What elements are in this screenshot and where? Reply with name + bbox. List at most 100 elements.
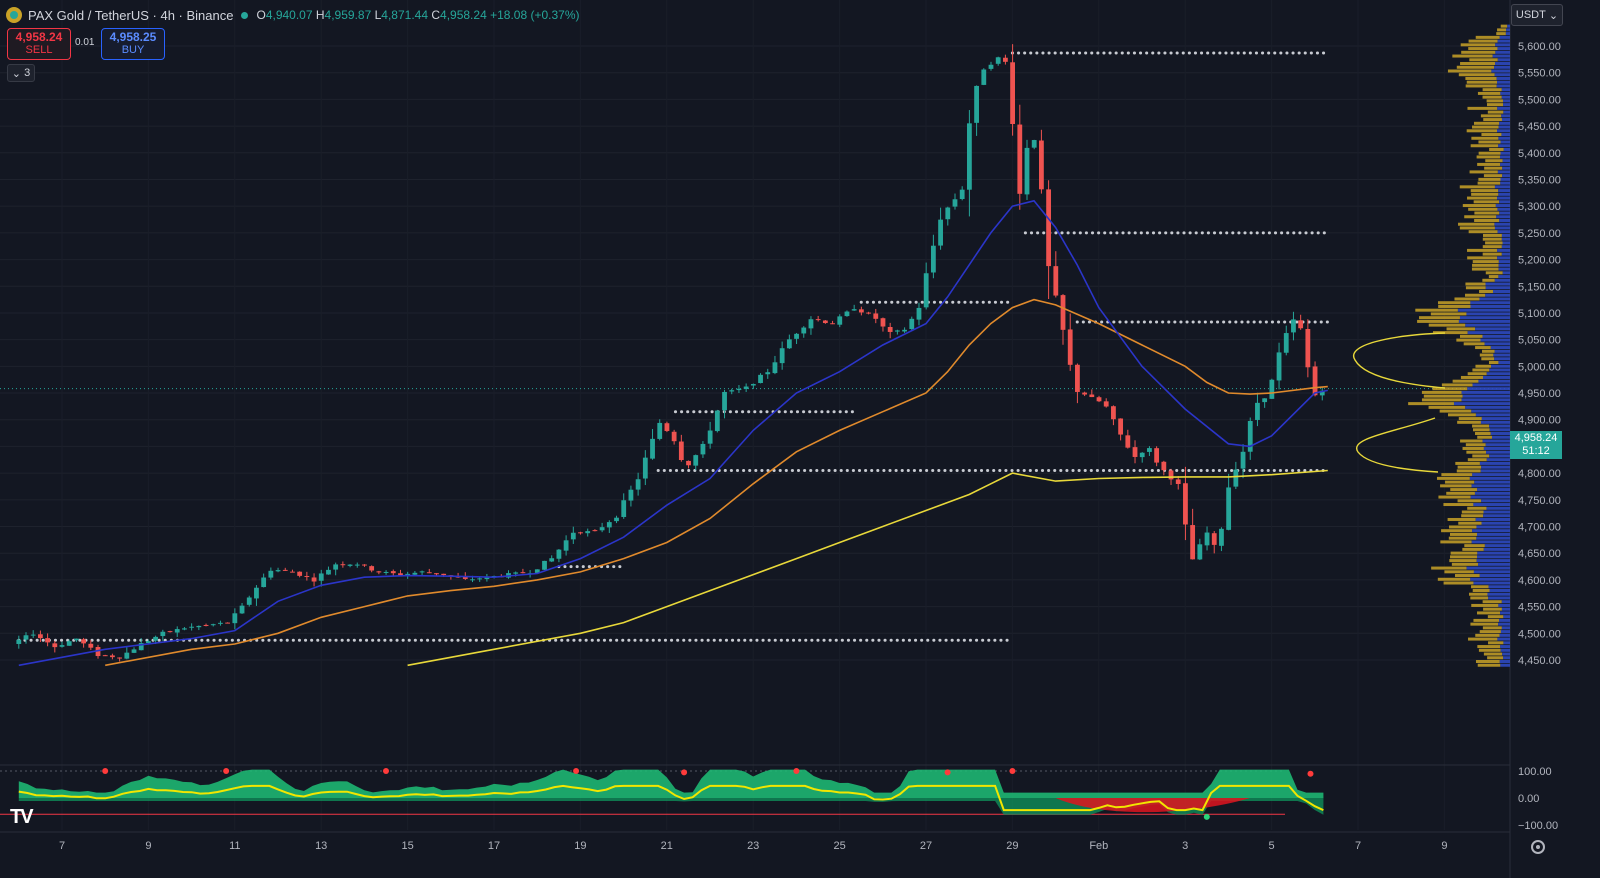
tradingview-logo[interactable]: TV <box>10 806 34 828</box>
volume-profile-bar <box>1499 155 1510 159</box>
volume-profile-bar <box>1467 458 1487 462</box>
volume-profile-bar <box>1477 532 1510 536</box>
volume-profile-bar <box>1486 372 1510 376</box>
volume-profile-bar <box>1444 570 1474 574</box>
candle-body <box>160 631 166 637</box>
volume-profile-bar <box>1486 506 1510 510</box>
candle-body <box>1240 451 1246 469</box>
volume-profile-bar <box>1486 458 1510 462</box>
candle-body <box>426 572 432 574</box>
volume-profile-bar <box>1436 476 1470 480</box>
volume-profile-bar <box>1459 226 1495 230</box>
volume-profile-bar <box>1458 319 1510 323</box>
volume-profile-bar <box>1480 420 1510 424</box>
candle-body <box>880 318 886 327</box>
ema-yellow-line <box>407 469 1328 667</box>
ohlc-values: O4,940.07 H4,959.87 L4,871.44 C4,958.24 … <box>256 8 580 22</box>
volume-profile-bar <box>1476 536 1510 540</box>
currency-selector[interactable]: USDT ⌄ <box>1511 4 1563 26</box>
volume-profile-bar <box>1473 581 1510 585</box>
volume-profile-bar <box>1489 424 1510 428</box>
volume-profile-bar <box>1472 368 1490 372</box>
volume-profile-bar <box>1472 383 1510 387</box>
volume-profile-bar <box>1503 147 1510 151</box>
gear-icon[interactable] <box>1531 840 1545 854</box>
volume-profile-bar <box>1441 473 1473 477</box>
volume-profile-bar <box>1500 645 1510 649</box>
volume-profile-bar <box>1467 248 1498 252</box>
time-tick-label: 9 <box>1441 840 1447 852</box>
oscillator-bearish-zone <box>1055 798 1250 813</box>
volume-profile-bar <box>1479 461 1510 465</box>
volume-profile-bar <box>1475 35 1500 39</box>
volume-profile-bar <box>1486 450 1510 454</box>
time-axis[interactable]: 7 9 11 13 15 17 19 21 23 25 27 29 Feb 3 5 7 9 <box>59 840 1448 852</box>
price-tick-label: 4,950.00 <box>1518 388 1561 400</box>
time-tick-label: 13 <box>315 840 327 852</box>
candle-body <box>1204 532 1210 546</box>
volume-profile-bar <box>1469 592 1488 596</box>
volume-profile-bar <box>1472 473 1510 477</box>
volume-profile-bar <box>1477 663 1501 667</box>
candle-body <box>894 330 900 332</box>
volume-profile-bar <box>1446 491 1475 495</box>
symbol-title[interactable]: PAX Gold / TetherUS · 4h · Binance <box>28 7 234 23</box>
candle-body <box>909 318 915 330</box>
volume-profile-bar <box>1489 428 1510 432</box>
volume-profile-bar <box>1430 312 1467 316</box>
volume-profile-bar <box>1437 577 1471 581</box>
volume-profile-bar <box>1474 218 1500 222</box>
volume-profile-bar <box>1487 615 1504 619</box>
candle-body <box>1168 470 1174 480</box>
price-tick-label: 5,450.00 <box>1518 121 1561 133</box>
candle-body <box>1118 418 1124 435</box>
candle-body <box>585 531 591 534</box>
volume-profile-bar <box>1470 596 1489 600</box>
volume-profile-bar <box>1497 39 1510 43</box>
volume-profile-bar <box>1468 39 1498 43</box>
buy-button[interactable]: 4,958.25 BUY <box>101 28 165 60</box>
volume-profile-bar <box>1483 547 1510 551</box>
volume-profile-bar <box>1467 506 1487 510</box>
sell-button[interactable]: 4,958.24 SELL <box>7 28 71 60</box>
volume-profile-bar <box>1440 540 1472 544</box>
volume-profile-bar <box>1500 663 1510 667</box>
volume-profile-bar <box>1458 222 1495 226</box>
time-tick-label: 29 <box>1006 840 1018 852</box>
volume-profile-bar <box>1478 151 1501 155</box>
volume-profile-bar <box>1498 603 1510 607</box>
volume-profile-bar <box>1494 349 1510 353</box>
candle-body <box>1031 140 1037 148</box>
volume-profile-bar <box>1472 260 1499 264</box>
volume-profile-bar <box>1471 192 1499 196</box>
volume-profile-bar <box>1473 618 1500 622</box>
volume-profile-bar <box>1428 323 1466 327</box>
volume-profile-bar <box>1469 170 1498 174</box>
volume-profile-bar <box>1465 282 1486 286</box>
candle-body <box>246 597 252 605</box>
volume-profile-bar <box>1466 80 1498 84</box>
candle-body <box>650 438 655 459</box>
indicators-toggle-button[interactable]: ⌄ 3 <box>7 64 35 82</box>
volume-profile-bar <box>1485 282 1510 286</box>
volume-profile-bar <box>1475 346 1491 350</box>
volume-profile-bar <box>1477 162 1501 166</box>
time-tick-label: 15 <box>401 840 413 852</box>
volume-profile-bar <box>1468 230 1498 234</box>
candle-body <box>959 189 965 200</box>
candle-body <box>1233 469 1239 487</box>
sell-price: 4,958.24 <box>15 30 63 44</box>
volume-profile-bar <box>1479 290 1493 293</box>
candle-body <box>282 569 288 571</box>
candle-body <box>52 643 58 648</box>
oscillator-signal-dot <box>102 768 109 774</box>
volume-profile-bar <box>1496 32 1506 36</box>
volume-profile-bar <box>1445 480 1475 484</box>
candle-body <box>225 622 231 624</box>
candle-body <box>232 613 238 624</box>
volume-profile-bar <box>1499 200 1510 204</box>
candle-body <box>376 571 382 573</box>
candle-body <box>1305 328 1311 368</box>
candle-body <box>1283 333 1289 353</box>
